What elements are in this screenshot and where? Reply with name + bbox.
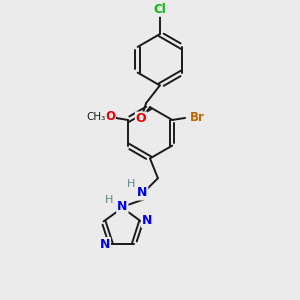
- Text: N: N: [100, 238, 110, 251]
- Text: N: N: [137, 187, 147, 200]
- Text: Cl: Cl: [154, 3, 166, 16]
- Text: H: H: [127, 179, 135, 189]
- Text: H: H: [105, 195, 114, 205]
- Text: CH₃: CH₃: [87, 112, 106, 122]
- Text: N: N: [142, 214, 152, 227]
- Text: Br: Br: [190, 112, 204, 124]
- Text: O: O: [136, 112, 146, 125]
- Text: N: N: [117, 200, 128, 213]
- Text: O: O: [105, 110, 115, 122]
